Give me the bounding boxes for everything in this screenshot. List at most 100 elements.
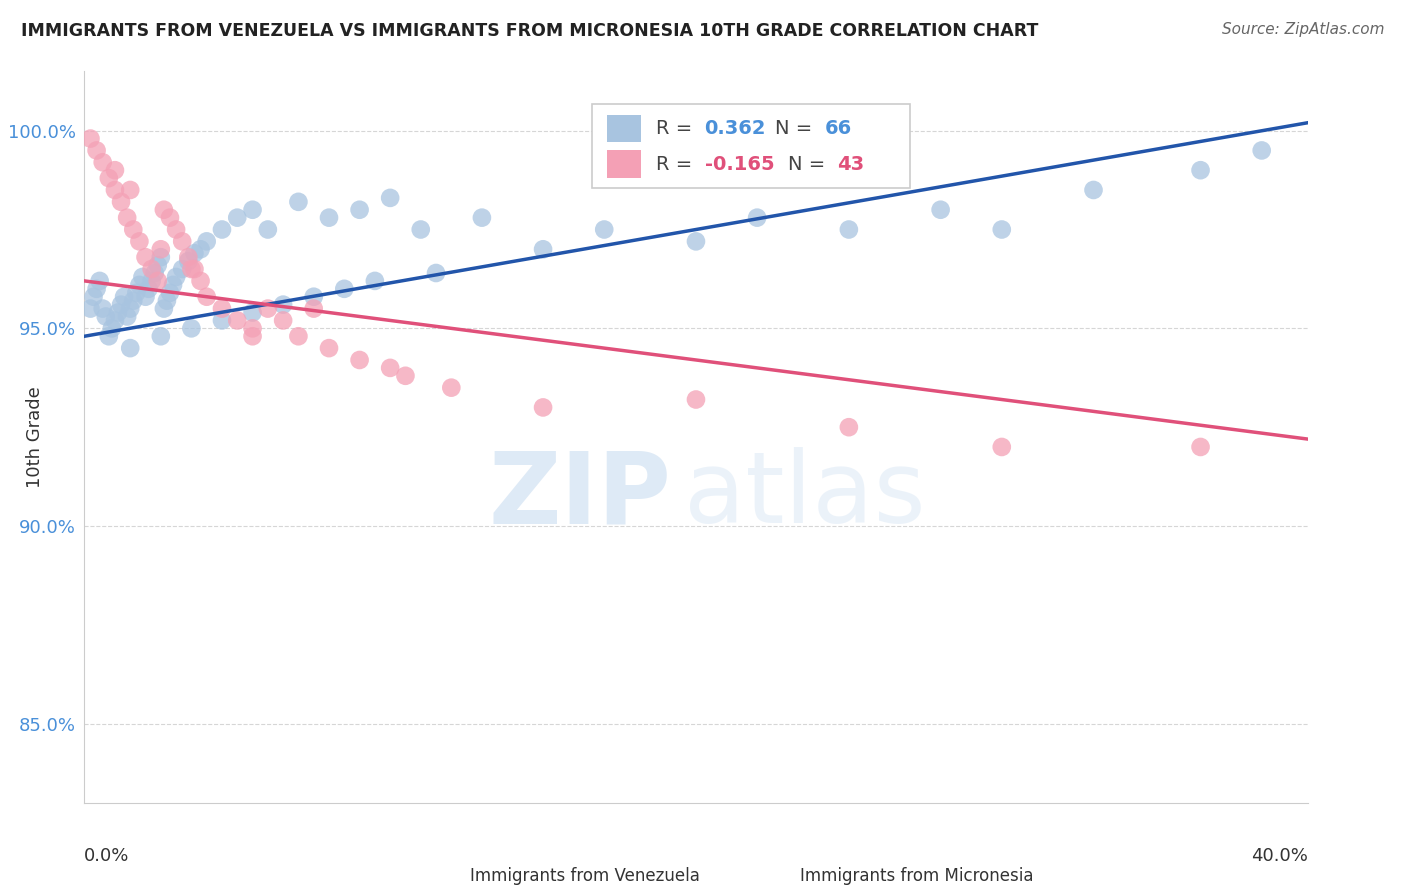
Bar: [420, 864, 456, 892]
Point: [153, 202, 176, 217]
Point: [91, 301, 114, 316]
Point: [302, 301, 325, 316]
Text: 40.0%: 40.0%: [1251, 847, 1308, 864]
Point: [79, 131, 101, 145]
Bar: [606, 151, 641, 178]
Point: [104, 313, 127, 327]
Text: 0.0%: 0.0%: [84, 847, 129, 864]
Point: [172, 235, 194, 249]
Point: [110, 298, 132, 312]
Point: [156, 293, 179, 308]
Point: [302, 290, 325, 304]
Point: [89, 274, 111, 288]
Point: [149, 250, 172, 264]
Point: [101, 321, 124, 335]
Point: [333, 282, 356, 296]
Point: [318, 211, 340, 225]
Point: [685, 235, 707, 249]
Point: [146, 258, 169, 272]
Point: [162, 277, 184, 292]
Point: [242, 202, 264, 217]
Point: [115, 310, 138, 324]
Point: [165, 222, 187, 236]
Point: [685, 392, 707, 407]
Point: [159, 211, 181, 225]
Point: [94, 310, 117, 324]
Text: 43: 43: [837, 154, 863, 174]
Point: [440, 381, 463, 395]
Point: [165, 269, 187, 284]
Point: [1189, 440, 1212, 454]
Point: [97, 329, 120, 343]
Bar: [751, 864, 786, 892]
Point: [991, 222, 1014, 236]
Text: -0.165: -0.165: [704, 154, 775, 174]
Point: [838, 222, 860, 236]
Point: [120, 301, 142, 316]
Point: [242, 321, 264, 335]
Point: [159, 285, 181, 300]
Point: [394, 368, 416, 383]
Point: [149, 329, 172, 343]
Point: [128, 277, 150, 292]
Point: [242, 305, 264, 319]
Point: [149, 242, 172, 256]
Point: [104, 183, 127, 197]
Point: [180, 321, 202, 335]
Text: N =: N =: [787, 154, 831, 174]
Point: [531, 401, 554, 415]
Point: [177, 254, 200, 268]
Point: [125, 285, 148, 300]
Point: [141, 274, 163, 288]
Point: [380, 360, 402, 375]
Point: [86, 144, 108, 158]
Point: [122, 293, 145, 308]
Point: [287, 329, 309, 343]
Text: 66: 66: [824, 119, 852, 138]
Point: [747, 211, 769, 225]
Point: [143, 266, 166, 280]
Point: [115, 211, 138, 225]
Text: Immigrants from Venezuela: Immigrants from Venezuela: [470, 867, 700, 885]
Point: [257, 222, 280, 236]
Point: [318, 341, 340, 355]
Text: atlas: atlas: [683, 447, 925, 544]
Point: [211, 301, 233, 316]
Point: [183, 262, 205, 277]
Point: [271, 298, 294, 312]
Point: [97, 171, 120, 186]
Point: [211, 222, 233, 236]
Bar: [606, 114, 641, 143]
Point: [471, 211, 494, 225]
Text: IMMIGRANTS FROM VENEZUELA VS IMMIGRANTS FROM MICRONESIA 10TH GRADE CORRELATION C: IMMIGRANTS FROM VENEZUELA VS IMMIGRANTS …: [21, 22, 1039, 40]
Text: 0.362: 0.362: [704, 119, 766, 138]
Point: [593, 222, 616, 236]
Point: [364, 274, 387, 288]
Point: [271, 313, 294, 327]
Point: [380, 191, 402, 205]
Text: 10th Grade: 10th Grade: [27, 386, 45, 488]
Point: [1083, 183, 1105, 197]
Point: [1189, 163, 1212, 178]
Text: R =: R =: [655, 154, 699, 174]
Point: [79, 301, 101, 316]
Point: [226, 211, 249, 225]
Point: [91, 155, 114, 169]
Text: ZIP: ZIP: [489, 447, 672, 544]
FancyBboxPatch shape: [592, 104, 910, 188]
Point: [226, 313, 249, 327]
Point: [104, 163, 127, 178]
Point: [180, 262, 202, 277]
Point: [349, 353, 371, 368]
Point: [211, 313, 233, 327]
Point: [146, 274, 169, 288]
Point: [141, 262, 163, 277]
Point: [409, 222, 432, 236]
Point: [138, 282, 160, 296]
Point: [195, 290, 218, 304]
Point: [195, 235, 218, 249]
Point: [838, 420, 860, 434]
Point: [128, 235, 150, 249]
Point: [183, 246, 205, 260]
Text: N =: N =: [776, 119, 818, 138]
